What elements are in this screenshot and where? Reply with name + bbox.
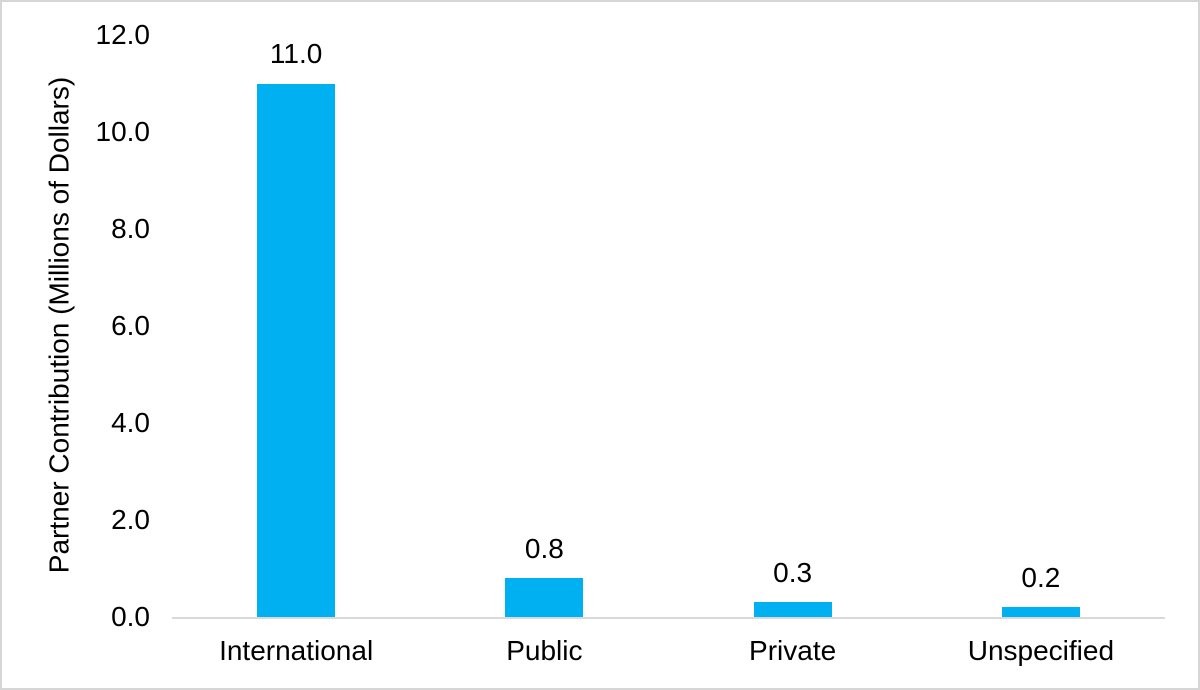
y-tick-label: 2.0	[111, 504, 150, 535]
bar-slot: 0.3	[669, 35, 917, 617]
y-tick-label: 10.0	[95, 116, 151, 147]
x-category-label: Public	[506, 635, 583, 666]
bar-slot: 0.8	[420, 35, 668, 617]
y-tick-label: 12.0	[95, 19, 151, 50]
x-axis-labels: International Public Private Unspecified	[172, 635, 1165, 667]
bar-value-label: 0.8	[524, 533, 564, 565]
bar-slot: 11.0	[172, 35, 420, 617]
bar	[753, 602, 832, 617]
x-category-label: Private	[749, 635, 837, 666]
bar	[505, 578, 584, 617]
bar-value-label: 11.0	[269, 38, 323, 70]
bar-value-label: 0.2	[1021, 562, 1061, 594]
plot-area: 11.0 0.8 0.3 0.2	[172, 35, 1165, 619]
y-tick-label: 0.0	[111, 601, 150, 632]
y-tick-label: 6.0	[111, 310, 150, 341]
x-category-label: Unspecified	[967, 635, 1115, 666]
y-axis-ticks: 0.0 2.0 4.0 6.0 8.0 10.0 12.0	[58, 21, 151, 631]
y-tick-label: 4.0	[111, 407, 150, 438]
x-category-label: International	[219, 635, 374, 666]
y-tick-label: 8.0	[111, 213, 150, 244]
bar	[257, 83, 336, 617]
bar	[1001, 607, 1080, 617]
bar-value-label: 0.3	[773, 557, 813, 589]
bar-slot: 0.2	[917, 35, 1165, 617]
